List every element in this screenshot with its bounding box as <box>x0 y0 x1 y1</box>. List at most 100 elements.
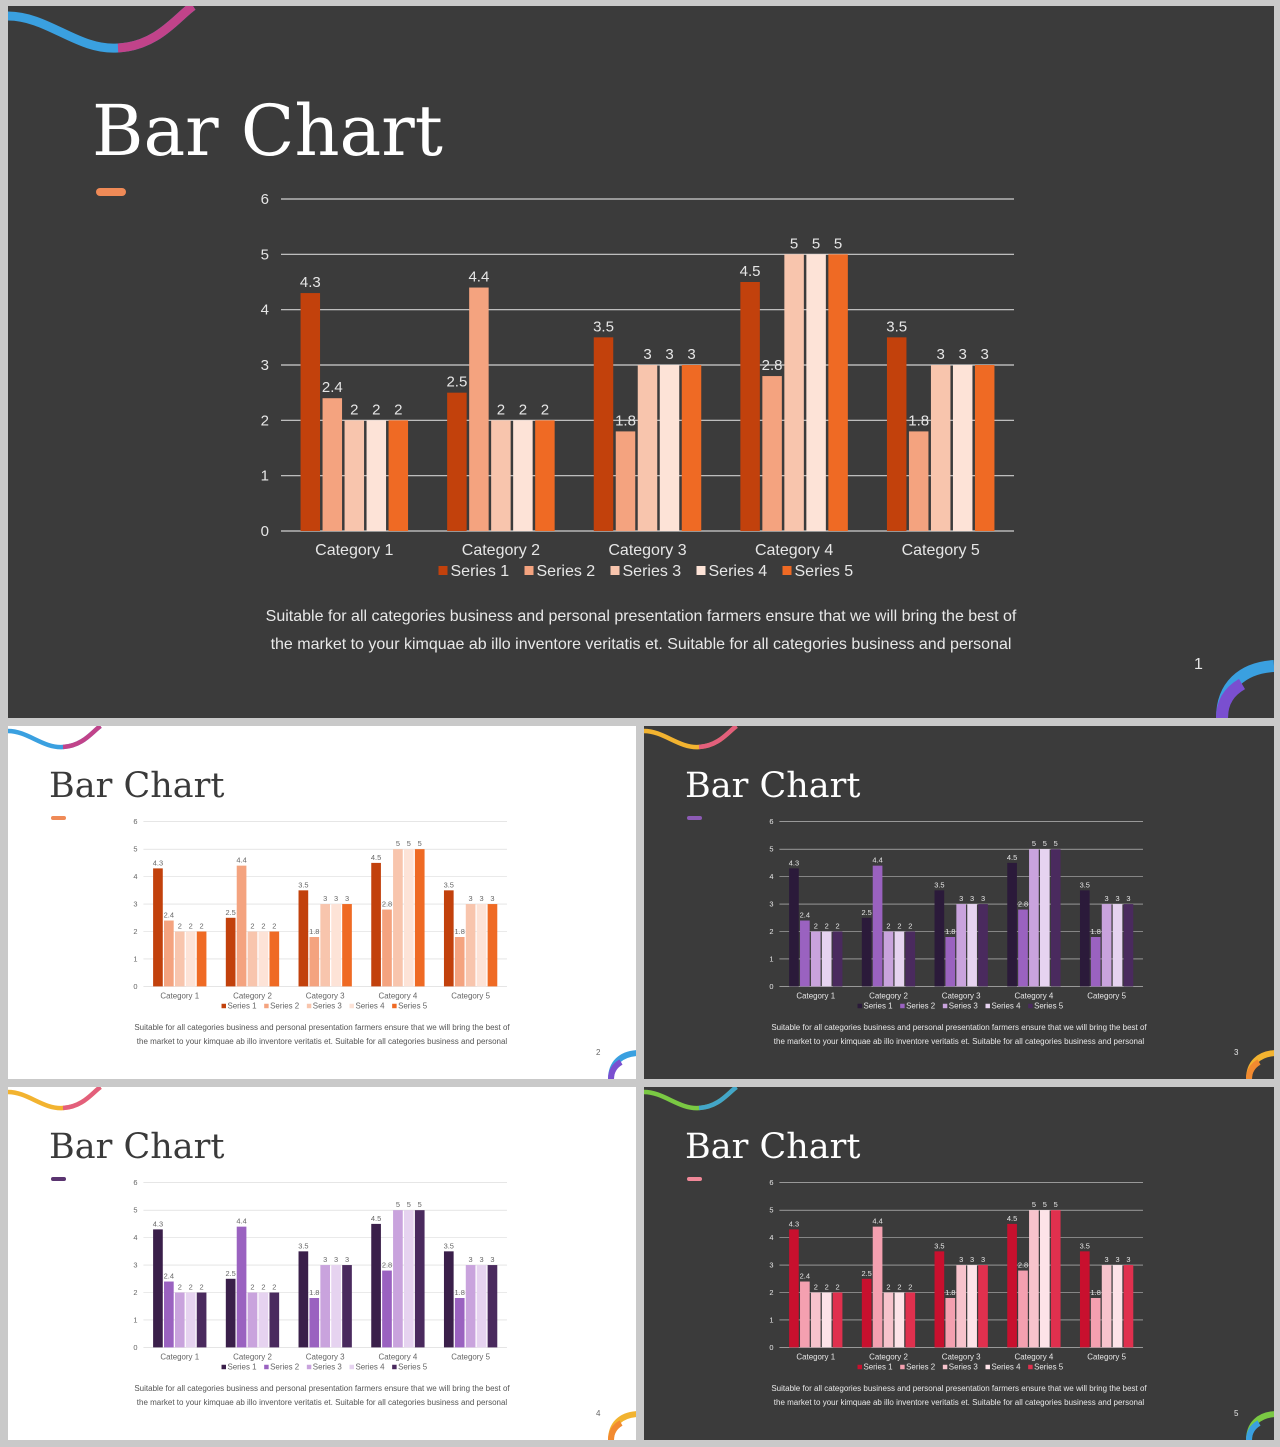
y-tick-label: 6 <box>133 817 137 826</box>
bar <box>164 920 174 987</box>
x-tick-label: Category 1 <box>315 542 393 559</box>
data-label: 3 <box>323 894 327 903</box>
bar <box>185 931 196 987</box>
bar <box>615 431 636 531</box>
data-label: 2 <box>541 401 549 418</box>
bar <box>1101 1265 1112 1348</box>
bar <box>196 1292 207 1348</box>
bar <box>967 1265 977 1348</box>
bar <box>810 931 821 987</box>
body-text-line-1: Suitable for all categories business and… <box>771 1384 1147 1393</box>
x-tick-label: Category 2 <box>869 991 908 1000</box>
bar <box>934 890 945 987</box>
corner-ribbon-decoration <box>1246 1411 1274 1440</box>
data-label: 3 <box>345 1255 349 1264</box>
slide-5[interactable]: Bar Chart 0 1 2 3 4 5 6 4.3 2.4 2 2 2 Category 1 2.5 4… <box>644 1087 1274 1440</box>
data-label: 3.5 <box>298 880 308 889</box>
bar <box>185 1292 196 1348</box>
data-label: 2.5 <box>861 1269 871 1278</box>
legend-swatch <box>306 1003 312 1009</box>
data-label: 3 <box>665 346 673 363</box>
bar <box>414 849 425 987</box>
data-label: 3 <box>1105 894 1109 903</box>
bar <box>930 365 951 531</box>
slide-title: Bar Chart <box>92 90 443 172</box>
bar <box>789 1229 799 1348</box>
data-label: 3 <box>643 346 651 363</box>
bar <box>659 365 680 531</box>
bar <box>298 1251 309 1348</box>
bar <box>465 904 476 987</box>
y-tick-label: 2 <box>769 1288 773 1297</box>
page-number: 4 <box>596 1409 601 1418</box>
bar <box>934 1251 945 1348</box>
bar <box>320 904 331 987</box>
bar <box>894 931 905 987</box>
data-label: 1.8 <box>1091 927 1101 936</box>
bar <box>403 1210 414 1348</box>
data-label: 3 <box>479 894 483 903</box>
data-label: 3 <box>334 894 338 903</box>
x-tick-label: Category 5 <box>451 1352 490 1361</box>
data-label: 3.5 <box>1080 1241 1090 1250</box>
data-label: 2.4 <box>164 911 174 920</box>
data-label: 5 <box>1032 1200 1036 1209</box>
bar <box>894 1292 905 1348</box>
data-label: 3 <box>981 894 985 903</box>
x-tick-label: Category 5 <box>1087 991 1126 1000</box>
bar <box>978 904 988 987</box>
page-number: 1 <box>1194 656 1203 673</box>
x-tick-label: Category 4 <box>379 991 418 1000</box>
slide-3[interactable]: Bar Chart 0 1 2 3 4 5 6 4.3 2.4 2 2 2 Category 1 2.5 4… <box>644 726 1274 1079</box>
slide-2[interactable]: Bar Chart 0 1 2 3 4 5 6 4.3 2.4 2 2 2 Category 1 2.5 4… <box>8 726 636 1079</box>
bar <box>443 1251 454 1348</box>
data-label: 2.4 <box>164 1272 174 1281</box>
bar <box>1112 904 1123 987</box>
bar <box>300 293 321 531</box>
slide-1[interactable]: Bar Chart 0 1 2 3 4 5 6 4.3 2.4 2 2 2 Category 1 2.5 4… <box>8 6 1274 718</box>
legend-swatch <box>1028 1364 1033 1370</box>
bar <box>258 931 269 987</box>
legend-label: Series 4 <box>709 563 768 580</box>
bar <box>487 1265 498 1348</box>
legend-label: Series 5 <box>398 1002 428 1011</box>
corner-ribbon-decoration <box>1216 660 1274 718</box>
title-accent-bar <box>687 816 702 820</box>
data-label: 2.8 <box>382 1261 392 1270</box>
y-tick-label: 6 <box>769 817 773 826</box>
bar <box>309 936 320 987</box>
data-label: 5 <box>790 235 798 252</box>
bar <box>784 254 804 532</box>
bar <box>956 904 967 987</box>
data-label: 2 <box>825 922 829 931</box>
bar <box>789 868 799 987</box>
data-label: 4.4 <box>236 856 246 865</box>
data-label: 2 <box>261 922 265 931</box>
data-label: 3 <box>970 1255 974 1264</box>
bar <box>153 868 163 987</box>
bar <box>487 904 498 987</box>
data-label: 5 <box>396 839 400 848</box>
page-number: 5 <box>1234 1409 1239 1418</box>
data-label: 5 <box>418 839 422 848</box>
data-label: 2.4 <box>800 1272 810 1281</box>
data-label: 1.8 <box>615 412 636 429</box>
legend-label: Series 2 <box>270 1363 299 1372</box>
data-label: 3 <box>937 346 945 363</box>
y-tick-label: 0 <box>769 982 773 991</box>
slide-4[interactable]: Bar Chart 0 1 2 3 4 5 6 4.3 2.4 2 2 2 Category 1 2.5 4… <box>8 1087 636 1440</box>
data-label: 2.5 <box>225 1269 235 1278</box>
data-label: 3 <box>970 894 974 903</box>
data-label: 2 <box>200 922 204 931</box>
bar <box>393 849 403 987</box>
bar <box>1029 849 1039 987</box>
y-tick-label: 1 <box>769 954 773 963</box>
data-label: 3 <box>323 1255 327 1264</box>
y-tick-label: 4 <box>769 1233 773 1242</box>
bar <box>322 398 343 531</box>
data-label: 2 <box>836 1283 840 1292</box>
bar <box>1050 1210 1061 1348</box>
